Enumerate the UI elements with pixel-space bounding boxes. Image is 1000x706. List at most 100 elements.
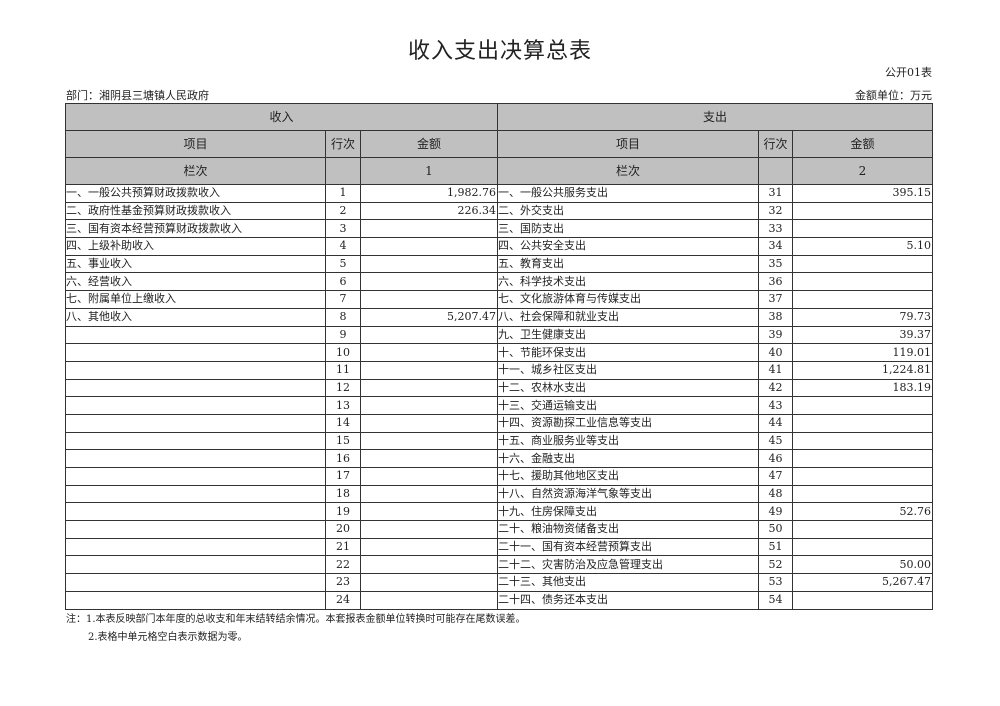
expense-amount-header: 金额 — [792, 130, 933, 158]
income-amount — [360, 272, 498, 292]
income-item — [65, 360, 326, 380]
table-row: 11 十一、城乡社区支出 41 1,224.81 — [65, 360, 933, 380]
income-item — [65, 396, 326, 415]
expense-header: 支出 — [497, 103, 933, 131]
income-amount — [360, 431, 498, 451]
income-row-number: 11 — [325, 360, 361, 380]
expense-item: 七、文化旅游体育与传媒支出 — [497, 290, 759, 309]
table-row: 15 十五、商业服务业等支出 45 — [65, 431, 933, 451]
income-amount — [360, 378, 498, 398]
expense-amount: 1,224.81 — [792, 360, 933, 380]
table-row: 24 二十四、债务还本支出 54 — [65, 590, 933, 610]
header-row-columns: 项目 行次 金额 项目 行次 金额 — [65, 130, 933, 158]
income-row-number: 16 — [325, 449, 361, 468]
income-item — [65, 590, 326, 610]
income-row-number: 8 — [325, 307, 361, 327]
income-item — [65, 413, 326, 433]
expense-item: 二十二、灾害防治及应急管理支出 — [497, 555, 759, 575]
expense-item: 十二、农林水支出 — [497, 378, 759, 398]
expense-row-number: 54 — [758, 590, 793, 610]
income-row-number: 1 — [325, 184, 361, 203]
table-row: 17 十七、援助其他地区支出 47 — [65, 467, 933, 486]
expense-amount — [792, 272, 933, 292]
expense-amount: 5,267.47 — [792, 573, 933, 592]
income-item: 六、经营收入 — [65, 272, 326, 292]
income-row-number: 2 — [325, 201, 361, 221]
table-row: 五、事业收入 5 五、教育支出 35 — [65, 254, 933, 274]
income-amount-header: 金额 — [360, 130, 498, 158]
expense-row-number: 53 — [758, 573, 793, 592]
income-item — [65, 378, 326, 398]
expense-amount — [792, 520, 933, 539]
income-item — [65, 467, 326, 486]
table-row: 9 九、卫生健康支出 39 39.37 — [65, 325, 933, 345]
income-item — [65, 449, 326, 468]
income-amount — [360, 502, 498, 522]
income-amount — [360, 555, 498, 575]
income-item-header: 项目 — [65, 130, 326, 158]
header-row-sections: 收入 支出 — [65, 103, 933, 131]
expense-amount — [792, 219, 933, 239]
income-row-number: 9 — [325, 325, 361, 345]
income-row-number: 20 — [325, 520, 361, 539]
income-row-number: 15 — [325, 431, 361, 451]
table-row: 13 十三、交通运输支出 43 — [65, 396, 933, 415]
expense-row-number: 43 — [758, 396, 793, 415]
expense-item: 二十三、其他支出 — [497, 573, 759, 592]
income-amount — [360, 590, 498, 610]
expense-amount — [792, 413, 933, 433]
expense-item: 十、节能环保支出 — [497, 343, 759, 362]
note-1: 注：1.本表反映部门本年度的总收支和年末结转结余情况。本套报表金额单位转换时可能… — [66, 614, 526, 625]
income-header: 收入 — [65, 103, 498, 131]
income-item — [65, 431, 326, 451]
table-row: 22 二十二、灾害防治及应急管理支出 52 50.00 — [65, 555, 933, 575]
expense-row-number: 36 — [758, 272, 793, 292]
income-row-number: 6 — [325, 272, 361, 292]
expense-item: 十一、城乡社区支出 — [497, 360, 759, 380]
expense-amount — [792, 396, 933, 415]
income-item — [65, 520, 326, 539]
expense-amount — [792, 431, 933, 451]
table-row: 20 二十、粮油物资储备支出 50 — [65, 520, 933, 539]
income-amount — [360, 219, 498, 239]
expense-row-number: 49 — [758, 502, 793, 522]
expense-item: 二十一、国有资本经营预算支出 — [497, 537, 759, 557]
department-label: 部门：湘阴县三塘镇人民政府 — [66, 89, 209, 102]
table-row: 三、国有资本经营预算财政拨款收入 3 三、国防支出 33 — [65, 219, 933, 239]
expense-row-number: 52 — [758, 555, 793, 575]
table-row: 八、其他收入 8 5,207.47 八、社会保障和就业支出 38 79.73 — [65, 307, 933, 327]
expense-item: 五、教育支出 — [497, 254, 759, 274]
income-amount: 1,982.76 — [360, 184, 498, 203]
expense-row-number: 48 — [758, 484, 793, 504]
expense-row-number: 41 — [758, 360, 793, 380]
expense-row-number: 44 — [758, 413, 793, 433]
income-column-number: 1 — [360, 157, 498, 185]
expense-item: 十六、金融支出 — [497, 449, 759, 468]
expense-amount — [792, 467, 933, 486]
income-amount: 226.34 — [360, 201, 498, 221]
income-row-number: 13 — [325, 396, 361, 415]
income-item: 二、政府性基金预算财政拨款收入 — [65, 201, 326, 221]
income-item: 四、上级补助收入 — [65, 237, 326, 256]
income-row-number: 22 — [325, 555, 361, 575]
income-item — [65, 537, 326, 557]
income-row-number: 18 — [325, 484, 361, 504]
expense-item: 九、卫生健康支出 — [497, 325, 759, 345]
expense-item: 六、科学技术支出 — [497, 272, 759, 292]
income-row-number: 7 — [325, 290, 361, 309]
expense-row-number: 39 — [758, 325, 793, 345]
income-row-number: 10 — [325, 343, 361, 362]
income-row-number: 12 — [325, 378, 361, 398]
income-item — [65, 343, 326, 362]
expense-amount — [792, 201, 933, 221]
income-amount — [360, 360, 498, 380]
expense-row-number: 34 — [758, 237, 793, 256]
table-row: 一、一般公共预算财政拨款收入 1 1,982.76 一、一般公共服务支出 31 395.1… — [65, 184, 933, 203]
expense-row-number: 33 — [758, 219, 793, 239]
income-amount — [360, 413, 498, 433]
income-item: 七、附属单位上缴收入 — [65, 290, 326, 309]
income-item: 一、一般公共预算财政拨款收入 — [65, 184, 326, 203]
income-amount — [360, 325, 498, 345]
income-item: 八、其他收入 — [65, 307, 326, 327]
income-amount — [360, 520, 498, 539]
